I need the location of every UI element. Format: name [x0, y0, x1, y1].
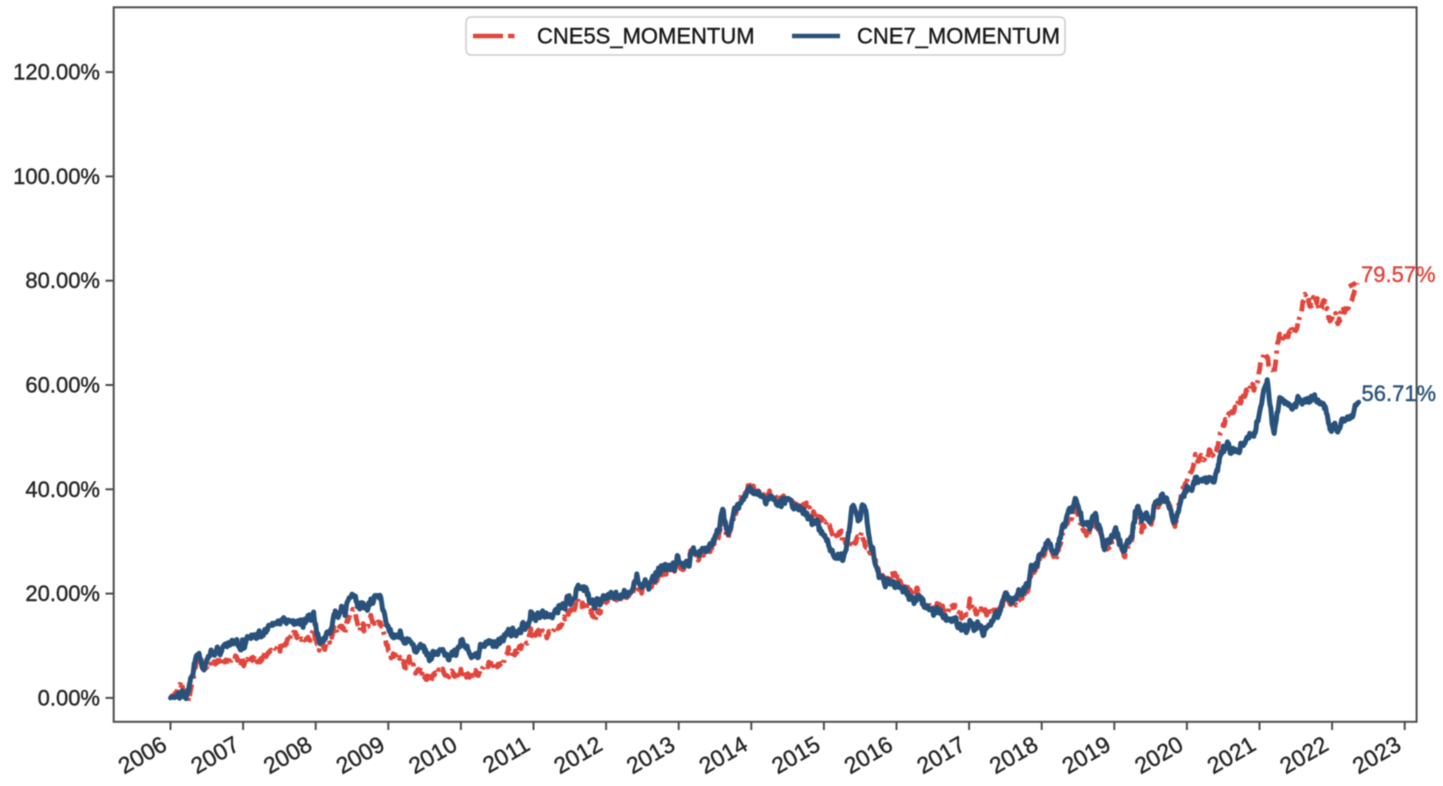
svg-text:20.00%: 20.00% [25, 581, 100, 606]
svg-text:0.00%: 0.00% [38, 685, 100, 710]
svg-text:100.00%: 100.00% [13, 164, 100, 189]
svg-text:CNE7_MOMENTUM: CNE7_MOMENTUM [857, 24, 1060, 49]
svg-text:56.71%: 56.71% [1362, 381, 1437, 406]
svg-text:80.00%: 80.00% [25, 268, 100, 293]
svg-text:120.00%: 120.00% [13, 60, 100, 85]
svg-text:79.57%: 79.57% [1361, 262, 1436, 287]
svg-text:CNE5S_MOMENTUM: CNE5S_MOMENTUM [537, 24, 755, 49]
svg-text:40.00%: 40.00% [25, 477, 100, 502]
svg-text:60.00%: 60.00% [25, 373, 100, 398]
